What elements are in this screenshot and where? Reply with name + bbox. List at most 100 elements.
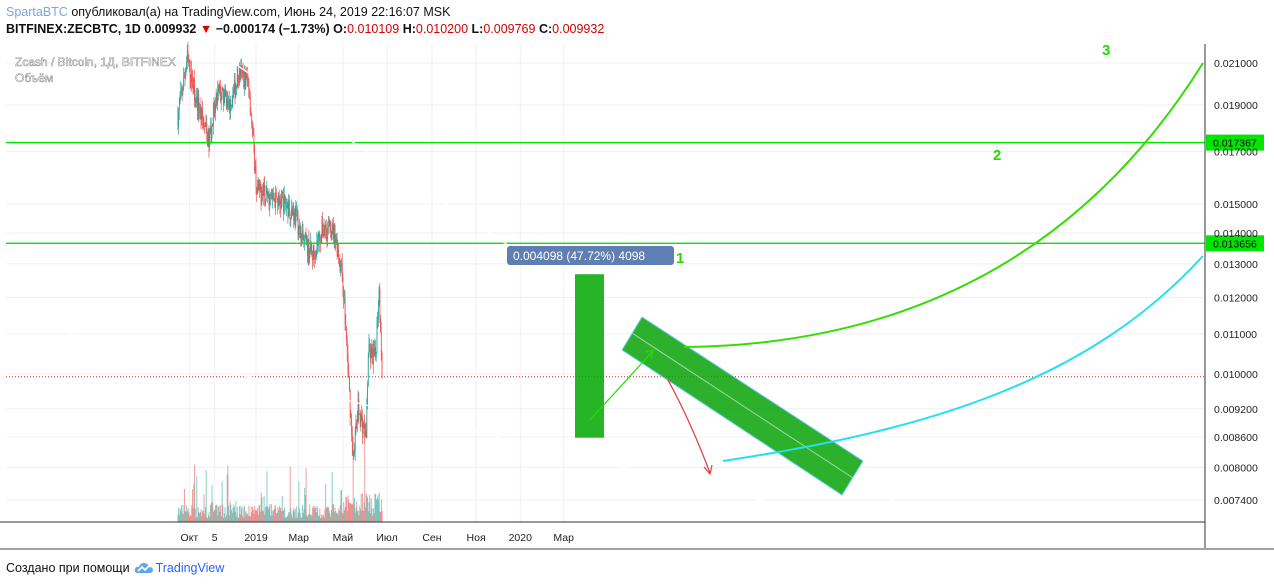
candle-body	[199, 112, 201, 113]
tradingview-link[interactable]: TradingView	[155, 561, 225, 575]
open-value: 0.010109	[347, 22, 400, 36]
candle-body	[375, 352, 377, 358]
volume-bar	[227, 465, 229, 522]
candle-body	[230, 105, 232, 111]
candle-body	[246, 74, 248, 77]
range-box	[575, 274, 604, 438]
candle-body	[289, 213, 291, 220]
volume-bar	[327, 506, 329, 522]
candle-body	[263, 184, 265, 192]
volume-bar	[366, 495, 368, 522]
candle-body	[303, 239, 305, 242]
candle-body	[352, 451, 354, 455]
high-value: 0.010200	[415, 22, 469, 36]
volume-bar	[287, 515, 289, 522]
candle-body	[288, 199, 290, 217]
candle-body	[222, 87, 224, 89]
volume-bar	[324, 509, 326, 522]
candle-body	[298, 227, 300, 235]
candle-body	[228, 104, 229, 106]
candle-body	[294, 209, 295, 221]
volume-bar	[285, 517, 287, 522]
volume-bar	[284, 516, 286, 522]
level-number: 1	[676, 250, 684, 267]
volume-bar	[275, 513, 277, 522]
candle-body	[226, 99, 228, 108]
candle-body	[314, 251, 316, 260]
level-price-tag	[1206, 134, 1264, 151]
volume-bar	[354, 512, 356, 522]
candle-body	[253, 134, 255, 144]
candle-body	[302, 230, 304, 240]
volume-bar	[299, 508, 301, 522]
candle-body	[329, 220, 331, 226]
candle-body	[273, 192, 274, 201]
volume-bar	[194, 464, 196, 522]
volume-bar	[378, 499, 379, 522]
volume-bar	[349, 503, 350, 522]
volume-bar	[283, 510, 285, 522]
volume-bar	[336, 512, 338, 522]
volume-bar	[365, 507, 366, 522]
candle-body	[336, 238, 337, 240]
candle-body	[257, 186, 258, 195]
volume-bar	[252, 507, 253, 522]
volume-bar	[294, 511, 295, 522]
volume-bar	[315, 507, 316, 522]
candle-body	[239, 69, 241, 77]
candle-body	[349, 375, 350, 391]
candle-body	[348, 371, 350, 376]
volume-bar	[363, 502, 365, 522]
candle-body	[292, 212, 294, 215]
candle-body	[225, 90, 227, 96]
candle-body	[307, 238, 308, 256]
candle-body	[332, 224, 334, 226]
candle-body	[311, 251, 313, 252]
candle-body	[231, 100, 233, 105]
candle-body	[207, 130, 209, 146]
candle-body	[295, 208, 297, 222]
volume-bar	[359, 508, 361, 522]
candle-body	[190, 78, 192, 83]
candle-body	[223, 96, 225, 105]
volume-bar	[358, 515, 360, 522]
candle-body	[283, 195, 285, 214]
y-tick-label: 0.007400	[1214, 495, 1258, 507]
volume-bar	[197, 507, 199, 522]
volume-bar	[224, 507, 226, 522]
volume-bar	[265, 507, 267, 522]
last-price: 0.009932	[144, 22, 197, 36]
candle-body	[211, 123, 213, 139]
candle-body	[364, 423, 366, 438]
volume-bar	[330, 517, 332, 522]
candle-body	[304, 238, 306, 242]
volume-bar	[189, 516, 190, 522]
candle-body	[209, 132, 211, 148]
candle-body	[310, 241, 312, 252]
candle-body	[206, 123, 208, 133]
volume-bar	[340, 490, 342, 522]
candle-body	[331, 224, 333, 240]
volume-bar	[317, 515, 319, 522]
x-tick-label: 2020	[509, 532, 533, 544]
candle-body	[344, 298, 346, 325]
candle-body	[281, 199, 282, 208]
candle-body	[284, 195, 286, 200]
volume-bar	[379, 511, 381, 522]
volume-bar	[328, 510, 330, 522]
volume-bar	[199, 512, 201, 522]
candle-body	[362, 417, 363, 434]
candle-body	[347, 353, 349, 372]
x-tick-label: Окт	[181, 532, 199, 544]
candle-body	[299, 226, 301, 229]
publish-line: SpartaBTC опубликовал(а) на TradingView.…	[6, 4, 604, 21]
volume-bar	[201, 516, 203, 522]
author-link[interactable]: SpartaBTC	[6, 5, 68, 19]
volume-bar	[377, 495, 379, 522]
volume-bar	[250, 506, 252, 522]
volume-bar	[185, 512, 187, 522]
volume-bar	[253, 513, 255, 522]
volume-bar	[244, 512, 246, 522]
volume-bar	[286, 517, 288, 522]
